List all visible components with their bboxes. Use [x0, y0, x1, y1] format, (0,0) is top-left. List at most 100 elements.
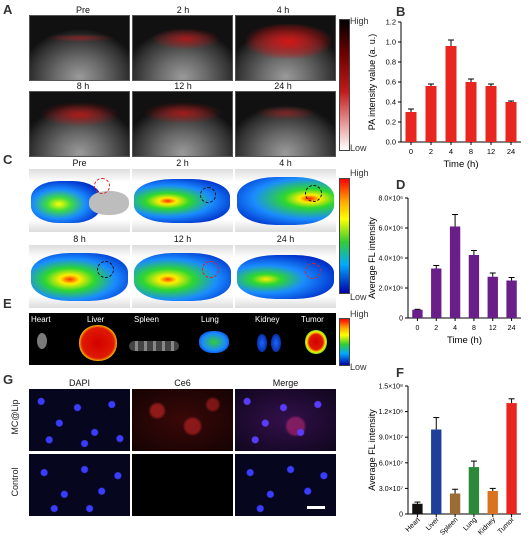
- organ-kidney-right: [271, 334, 281, 352]
- organ-lung: [199, 331, 229, 353]
- y-tick-label: 2.0×10⁶: [379, 286, 404, 293]
- bar: [468, 255, 480, 318]
- bar: [405, 112, 417, 142]
- organ-heart: [37, 333, 47, 349]
- panel-label-f: F: [396, 365, 404, 380]
- fl-mouse-pre: [29, 169, 130, 232]
- bar: [465, 82, 477, 142]
- bar: [485, 86, 497, 142]
- bar: [412, 503, 423, 514]
- y-tick-label: 6.0×10⁶: [379, 226, 404, 233]
- chart-b: 0.0 0.2 0.4 0.6 0.8 1.0 1.2 0 2 4 8 12 24 Time (h) PA …: [366, 14, 531, 174]
- bar: [449, 226, 461, 318]
- bar: [445, 46, 457, 142]
- x-tick-label: 8: [472, 325, 476, 332]
- organ-tumor: [305, 330, 327, 354]
- bar: [412, 309, 423, 318]
- pa-label-12h: 12 h: [174, 81, 192, 91]
- bar: [506, 280, 517, 318]
- panel-label-a: A: [3, 2, 13, 17]
- y-tick-label: 0: [399, 316, 403, 323]
- organ-colorbar-low: Low: [350, 362, 367, 372]
- fl-mouse-4h: [235, 169, 336, 232]
- y-tick-label: 4.0×10⁶: [379, 256, 404, 263]
- organ-kidney-left: [257, 334, 267, 352]
- pa-image-4h: [235, 15, 336, 81]
- x-tick-label: 4: [453, 325, 457, 332]
- x-tick-label: Spleen: [439, 516, 459, 536]
- x-tick-label: 24: [508, 325, 516, 332]
- organ-label-tumor: Tumor: [301, 315, 324, 324]
- micro-control-ce6: [132, 454, 233, 516]
- y-tick-label: 0.0: [386, 138, 396, 147]
- micro-col-merge: Merge: [272, 378, 299, 388]
- y-tick-label: 1.2: [386, 18, 396, 27]
- fl-mouse-12h: [132, 245, 233, 308]
- pa-label-pre: Pre: [75, 5, 90, 15]
- x-tick-label: 2: [429, 147, 433, 156]
- fl-label-pre: Pre: [72, 158, 87, 168]
- y-tick-label: 6.0×10⁷: [379, 460, 404, 467]
- micro-row-mclip: MC@Lip: [10, 399, 20, 435]
- panel-label-b: B: [396, 4, 406, 19]
- micro-mclip-merge: [235, 389, 336, 451]
- x-tick-label: 0: [409, 147, 413, 156]
- pa-label-24h: 24 h: [274, 81, 292, 91]
- y-axis-label: Average FL intensity: [367, 217, 377, 299]
- x-axis-label: Time (h): [443, 159, 478, 170]
- pa-label-2h: 2 h: [176, 5, 190, 15]
- y-tick-label: 0.8: [386, 58, 396, 67]
- bar: [487, 490, 498, 514]
- pa-image-8h: [29, 91, 130, 157]
- x-axis-label: Time (h): [447, 335, 482, 346]
- fl-mouse-2h: [132, 169, 233, 232]
- bar: [431, 429, 442, 514]
- x-tick-label: Liver: [425, 516, 441, 532]
- pa-label-4h: 4 h: [276, 5, 290, 15]
- y-tick-label: 1.2×10⁸: [378, 409, 403, 416]
- fl-mouse-8h: [29, 245, 130, 308]
- bar: [487, 276, 498, 318]
- y-axis-label: Average FL intensity: [367, 409, 377, 491]
- micro-mclip-ce6: [132, 389, 233, 451]
- bar: [431, 268, 442, 318]
- pa-colorbar-high: High: [350, 16, 369, 26]
- organ-spleen: [129, 341, 179, 351]
- panel-label-d: D: [396, 177, 406, 192]
- fl-colorbar-high: High: [350, 168, 369, 178]
- x-tick-label: Tumor: [497, 516, 517, 536]
- organ-colorbar: [339, 318, 350, 366]
- pa-image-24h: [235, 91, 336, 157]
- fl-label-12h: 12 h: [173, 234, 192, 244]
- fl-mouse-24h: [235, 245, 336, 308]
- x-tick-label: Heart: [405, 516, 422, 533]
- organ-label-liver: Liver: [87, 315, 105, 324]
- fl-colorbar: [339, 178, 350, 294]
- organ-strip: Heart Liver Spleen Lung Kidney Tumor: [29, 313, 336, 365]
- micro-control-merge: [235, 454, 336, 516]
- x-tick-label: Kidney: [477, 516, 497, 536]
- organ-colorbar-high: High: [350, 309, 369, 319]
- bar: [468, 467, 480, 514]
- y-tick-label: 0.4: [386, 98, 396, 107]
- fl-label-24h: 24 h: [276, 234, 295, 244]
- organ-label-spleen: Spleen: [134, 315, 159, 324]
- pa-image-pre: [29, 15, 130, 81]
- organ-label-kidney: Kidney: [255, 315, 280, 324]
- organ-label-heart: Heart: [31, 315, 51, 324]
- micro-col-dapi: DAPI: [68, 378, 90, 388]
- micro-control-dapi: [29, 454, 130, 516]
- x-tick-label: 2: [434, 325, 438, 332]
- x-tick-label: 12: [487, 147, 495, 156]
- pa-label-8h: 8 h: [76, 81, 90, 91]
- bar: [505, 102, 517, 142]
- y-tick-label: 3.0×10⁷: [379, 486, 404, 493]
- x-tick-label: 24: [507, 147, 515, 156]
- micro-row-control: Control: [10, 467, 20, 497]
- fl-label-4h: 4 h: [279, 158, 292, 168]
- panel-label-c: C: [3, 152, 13, 167]
- x-tick-label: 0: [415, 325, 419, 332]
- fl-label-2h: 2 h: [176, 158, 189, 168]
